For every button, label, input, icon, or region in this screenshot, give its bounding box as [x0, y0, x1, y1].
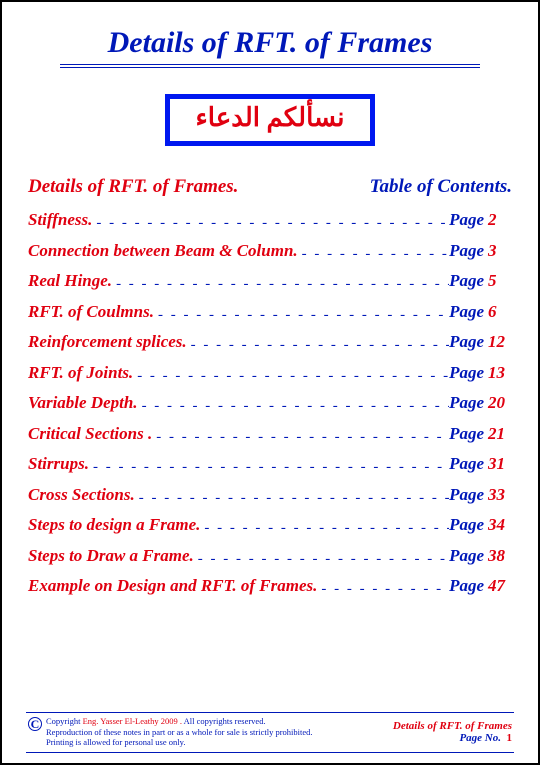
toc-page-number: 5 — [488, 271, 512, 291]
toc-leader-dashes — [133, 368, 449, 385]
footer-rights: All copyrights reserved. — [184, 716, 266, 726]
footer-line3: Printing is allowed for personal use onl… — [46, 737, 313, 748]
toc-leader-dashes — [298, 246, 449, 263]
toc-page-word: Page — [449, 424, 488, 444]
toc-header: Details of RFT. of Frames. Table of Cont… — [26, 176, 514, 198]
toc-leader-dashes — [152, 429, 449, 446]
toc-page-number: 47 — [488, 576, 512, 596]
toc-row: RFT. of Coulmns. Page6 — [28, 302, 512, 322]
toc-page-number: 33 — [488, 485, 512, 505]
footer: C Copyright Eng. Yasser El-Leathy 2009 .… — [26, 712, 514, 753]
toc-label: RFT. of Joints. — [28, 363, 133, 383]
main-title: Details of RFT. of Frames — [26, 26, 514, 60]
toc-label: Reinforcement splices. — [28, 332, 187, 352]
toc-row: Steps to Draw a Frame. Page38 — [28, 546, 512, 566]
toc-row: Stirrups. Page31 — [28, 454, 512, 474]
footer-right-title: Details of RFT. of Frames — [393, 720, 512, 732]
toc-page-word: Page — [449, 546, 488, 566]
toc-label: Variable Depth. — [28, 393, 138, 413]
toc-label: Critical Sections . — [28, 424, 152, 444]
copyright-icon: C — [28, 717, 42, 731]
footer-right-page: Page No. 1 — [393, 732, 512, 744]
toc-list: Stiffness.Page2Connection between Beam &… — [26, 210, 514, 596]
toc-label: Steps to design a Frame. — [28, 515, 200, 535]
toc-page-word: Page — [449, 210, 488, 230]
footer-page-word: Page No. — [459, 732, 501, 744]
toc-row: Variable Depth. Page20 — [28, 393, 512, 413]
toc-leader-dashes — [200, 520, 449, 537]
toc-page-word: Page — [449, 393, 488, 413]
toc-page-word: Page — [449, 332, 488, 352]
toc-page-word: Page — [449, 576, 488, 596]
toc-row: Stiffness. Page2 — [28, 210, 512, 230]
toc-row: Real Hinge. Page5 — [28, 271, 512, 291]
toc-header-right: Table of Contents. — [370, 176, 512, 198]
toc-page-number: 34 — [488, 515, 512, 535]
toc-label: Example on Design and RFT. of Frames. — [28, 576, 317, 596]
toc-row: Reinforcement splices. Page12 — [28, 332, 512, 352]
toc-page-word: Page — [449, 271, 488, 291]
toc-page-word: Page — [449, 363, 488, 383]
toc-page-word: Page — [449, 302, 488, 322]
toc-row: RFT. of Joints. Page13 — [28, 363, 512, 383]
toc-leader-dashes — [317, 581, 449, 598]
toc-row: Steps to design a Frame. Page34 — [28, 515, 512, 535]
toc-label: Connection between Beam & Column. — [28, 241, 298, 261]
toc-page-number: 21 — [488, 424, 512, 444]
footer-author: Eng. Yasser El-Leathy 2009 . — [83, 716, 182, 726]
toc-page-number: 6 — [488, 302, 512, 322]
toc-leader-dashes — [112, 276, 449, 293]
toc-row: Example on Design and RFT. of Frames. Pag… — [28, 576, 512, 596]
toc-page-word: Page — [449, 454, 488, 474]
footer-right: Details of RFT. of Frames Page No. 1 — [393, 720, 512, 744]
toc-label: Real Hinge. — [28, 271, 112, 291]
title-underline — [60, 64, 480, 68]
footer-page-num: 1 — [507, 732, 513, 744]
toc-row: Critical Sections . Page21 — [28, 424, 512, 444]
toc-page-number: 31 — [488, 454, 512, 474]
toc-label: RFT. of Coulmns. — [28, 302, 154, 322]
toc-page-word: Page — [449, 515, 488, 535]
toc-label: Stiffness. — [28, 210, 92, 230]
toc-leader-dashes — [138, 398, 450, 415]
toc-page-word: Page — [449, 485, 488, 505]
toc-header-left: Details of RFT. of Frames. — [28, 176, 238, 198]
toc-label: Steps to Draw a Frame. — [28, 546, 194, 566]
toc-page-number: 20 — [488, 393, 512, 413]
arabic-text: نسألكم الدعاء — [178, 103, 362, 133]
toc-leader-dashes — [194, 551, 449, 568]
toc-leader-dashes — [187, 337, 449, 354]
toc-page-number: 13 — [488, 363, 512, 383]
toc-page-number: 38 — [488, 546, 512, 566]
toc-leader-dashes — [92, 215, 449, 232]
toc-row: Cross Sections. Page33 — [28, 485, 512, 505]
footer-left-text: Copyright Eng. Yasser El-Leathy 2009 . A… — [46, 716, 313, 748]
toc-page-number: 2 — [488, 210, 512, 230]
toc-page-number: 3 — [488, 241, 512, 261]
toc-leader-dashes — [135, 490, 449, 507]
toc-label: Stirrups. — [28, 454, 89, 474]
footer-left: C Copyright Eng. Yasser El-Leathy 2009 .… — [28, 716, 313, 748]
toc-label: Cross Sections. — [28, 485, 135, 505]
toc-page-word: Page — [449, 241, 488, 261]
toc-row: Connection between Beam & Column. Page3 — [28, 241, 512, 261]
arabic-box: نسألكم الدعاء — [165, 94, 375, 146]
document-page: Details of RFT. of Frames نسألكم الدعاء … — [2, 2, 538, 763]
toc-page-number: 12 — [488, 332, 512, 352]
toc-leader-dashes — [154, 307, 449, 324]
footer-copyright-word: Copyright — [46, 716, 80, 726]
toc-leader-dashes — [89, 459, 449, 476]
footer-line2: Reproduction of these notes in part or a… — [46, 727, 313, 738]
